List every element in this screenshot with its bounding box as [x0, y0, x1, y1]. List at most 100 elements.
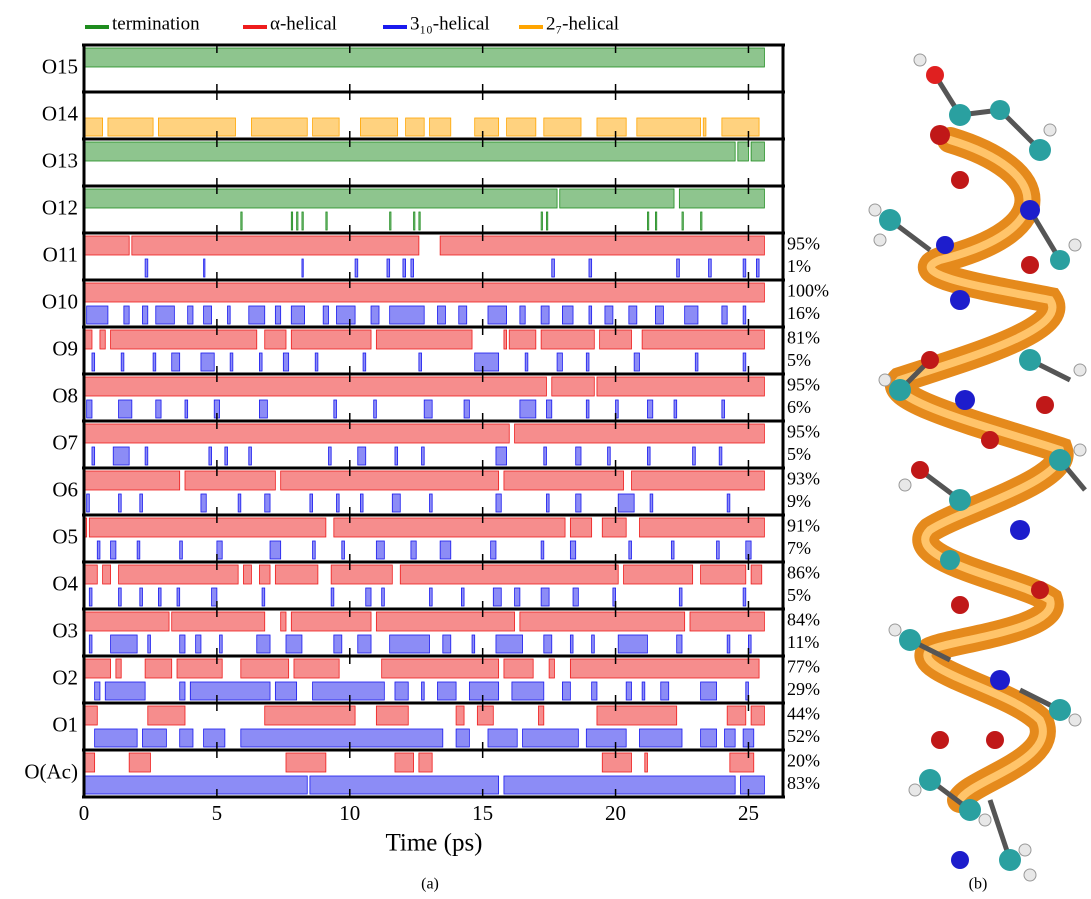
state-interval: [189, 681, 271, 701]
state-interval: [120, 352, 125, 372]
state-interval: [540, 329, 595, 350]
state-interval: [86, 493, 90, 513]
state-interval: [179, 728, 194, 748]
percent-label: 95%: [787, 375, 820, 395]
state-interval: [115, 658, 122, 679]
state-interval: [195, 634, 202, 654]
state-interval: [647, 446, 651, 466]
state-interval: [702, 117, 707, 137]
state-interval: [118, 587, 122, 607]
state-interval: [575, 493, 582, 513]
state-interval: [522, 728, 579, 748]
state-interval: [176, 587, 181, 607]
state-interval: [280, 470, 500, 491]
x-tick-label: 25: [738, 801, 759, 825]
state-interval: [110, 329, 258, 350]
state-interval: [700, 564, 747, 585]
atoms: [868, 53, 1087, 882]
state-interval: [243, 564, 252, 585]
x-axis-label: Time (ps): [385, 830, 482, 857]
state-interval: [131, 235, 420, 256]
state-interval: [274, 681, 298, 701]
state-interval: [394, 681, 409, 701]
state-interval: [421, 681, 425, 701]
state-interval: [660, 681, 670, 701]
state-interval: [83, 658, 111, 679]
state-interval: [548, 658, 555, 679]
state-interval: [389, 305, 425, 325]
state-interval: [569, 540, 577, 560]
state-interval: [423, 399, 433, 419]
state-interval: [83, 282, 765, 303]
state-interval: [83, 775, 308, 795]
state-interval: [312, 117, 340, 137]
state-interval: [91, 352, 96, 372]
state-interval: [144, 446, 149, 466]
state-interval: [721, 305, 728, 325]
state-interval: [325, 211, 328, 231]
state-interval: [83, 117, 104, 137]
state-interval: [439, 540, 452, 560]
state-interval: [301, 258, 304, 278]
x-tick-label: 0: [79, 801, 90, 825]
state-interval: [360, 117, 399, 137]
state-interval: [655, 305, 664, 325]
state-interval: [110, 540, 117, 560]
state-interval: [429, 587, 433, 607]
state-interval: [519, 305, 526, 325]
state-interval: [144, 258, 149, 278]
state-interval: [83, 376, 547, 397]
state-interval: [623, 564, 694, 585]
state-interval: [551, 376, 595, 397]
state-interval: [655, 211, 658, 231]
row-label: O11: [43, 242, 78, 266]
state-interval: [357, 446, 367, 466]
row-label: O14: [42, 101, 79, 125]
state-interval: [729, 752, 755, 773]
row-label: O7: [52, 430, 78, 454]
state-interval: [569, 658, 760, 679]
state-interval: [716, 540, 720, 560]
state-interval: [261, 587, 266, 607]
percent-label: 5%: [787, 585, 811, 605]
state-interval: [463, 399, 470, 419]
state-interval: [647, 399, 654, 419]
state-interval: [91, 446, 96, 466]
state-interval: [676, 634, 683, 654]
state-interval: [601, 752, 632, 773]
state-interval: [524, 352, 529, 372]
state-interval: [211, 587, 218, 607]
state-interval: [495, 634, 523, 654]
state-interval: [418, 752, 433, 773]
state-interval: [681, 211, 684, 231]
percent-label: 83%: [787, 773, 820, 793]
state-interval: [301, 211, 304, 231]
state-interval: [684, 305, 699, 325]
state-interval: [737, 141, 749, 162]
state-interval: [437, 305, 446, 325]
state-interval: [519, 399, 537, 419]
percent-label: 9%: [787, 491, 811, 511]
state-interval: [229, 352, 234, 372]
state-interval: [184, 399, 189, 419]
state-interval: [83, 752, 96, 773]
percent-label: 7%: [787, 538, 811, 558]
state-interval: [689, 611, 765, 632]
state-interval: [631, 470, 765, 491]
state-interval: [389, 211, 392, 231]
state-interval: [495, 446, 507, 466]
state-interval: [726, 705, 747, 726]
state-interval: [437, 681, 457, 701]
percent-label: 81%: [787, 328, 820, 348]
state-interval: [83, 423, 510, 444]
state-interval: [471, 634, 476, 654]
state-interval: [742, 258, 747, 278]
state-interval: [617, 634, 648, 654]
state-interval: [264, 329, 287, 350]
ribbon-highlight: [893, 136, 1065, 804]
state-interval: [718, 446, 723, 466]
x-tick-label: 15: [472, 801, 493, 825]
state-interval: [647, 211, 650, 231]
state-interval: [123, 305, 130, 325]
state-interval: [274, 564, 319, 585]
